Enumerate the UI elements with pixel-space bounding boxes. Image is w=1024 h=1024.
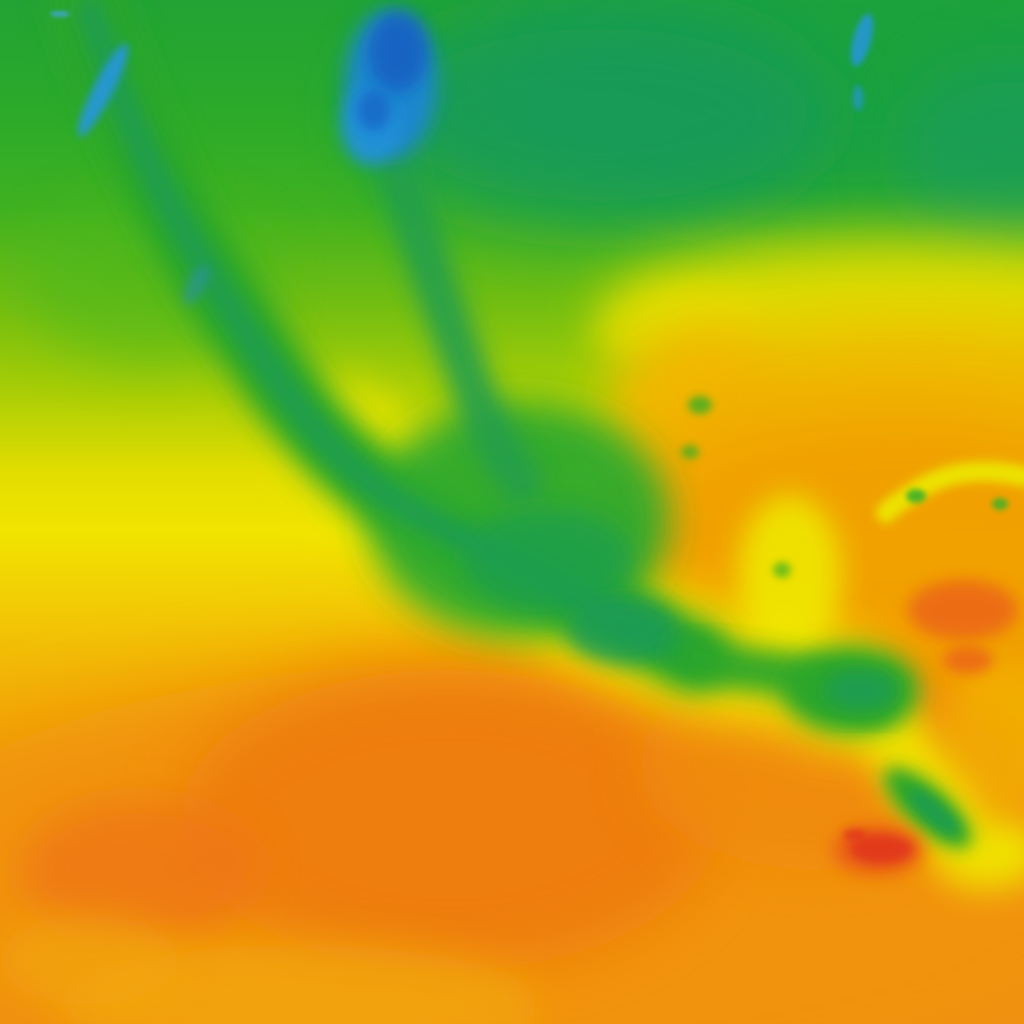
gold-patch-bottom-1 (60, 945, 540, 1024)
cold-spot-core (368, 12, 428, 92)
teal-band-top-center (365, 5, 835, 225)
cold-dash-right-2 (853, 85, 863, 111)
teal-tinge-top-right-edge (897, 60, 1024, 250)
green-fleck-in-yellow (773, 562, 791, 578)
dark-orange-spot-right-2 (943, 646, 993, 674)
cold-dash-left-small (50, 11, 70, 17)
hot-spot-red-2 (843, 829, 867, 841)
deep-orange-blob-bottom-center (180, 670, 720, 970)
cold-dash-right-1 (850, 13, 874, 67)
dark-orange-spot-right-1 (908, 580, 1018, 640)
ridge-blue-hint-north (182, 265, 210, 305)
ribbon-green-fleck-1 (906, 489, 926, 503)
yellow-ribbon-right-edge (876, 461, 1024, 523)
guatemala-dark-core (824, 670, 896, 710)
cold-streak-left (77, 43, 129, 137)
ridge-dark-blotch-1 (463, 508, 633, 612)
costa-rica-dark-core (909, 789, 959, 835)
green-fleck-east-1 (688, 396, 712, 414)
hot-spot-red-main (849, 834, 913, 864)
green-fleck-east-2 (681, 445, 699, 459)
ridge-tongue-from-cold-spot (373, 131, 542, 504)
ribbon-green-fleck-2 (992, 498, 1008, 510)
gold-edge-right (940, 665, 1024, 815)
deep-orange-patch-bottom-left (20, 800, 260, 940)
cold-spot-core-2 (357, 89, 391, 131)
gold-patch-bottom-2 (0, 915, 180, 1005)
ridge-dark-blotch-2 (567, 597, 677, 663)
